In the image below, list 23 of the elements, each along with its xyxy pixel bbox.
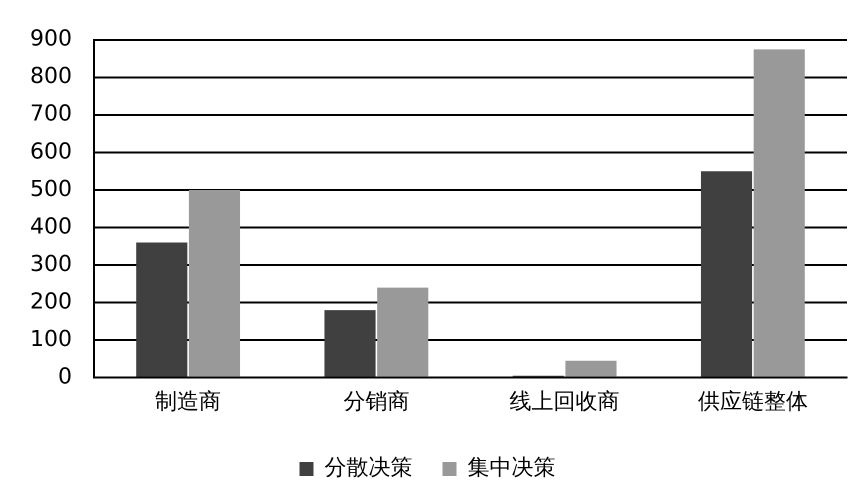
legend-label: 集中决策 (468, 456, 556, 481)
y-tick-label: 200 (30, 289, 72, 314)
bar (136, 242, 188, 377)
x-tick-label: 制造商 (155, 390, 222, 415)
y-tick-label: 600 (30, 139, 72, 164)
y-tick-label: 0 (58, 364, 72, 390)
y-tick-label: 100 (30, 326, 72, 352)
bar (377, 288, 428, 377)
x-tick-label: 线上回收商 (510, 390, 620, 415)
legend-label: 分散决策 (324, 456, 412, 481)
y-tick-label: 400 (30, 214, 72, 240)
y-tick-label: 800 (30, 64, 72, 90)
bar (188, 190, 240, 377)
y-tick-label: 500 (30, 176, 72, 202)
bar (565, 360, 617, 377)
bar (700, 171, 752, 377)
x-tick-label: 供应链整体 (698, 390, 808, 415)
y-tick-label: 900 (30, 26, 72, 52)
y-tick-label: 700 (30, 102, 72, 127)
bar (324, 310, 376, 377)
bar (754, 49, 805, 377)
x-tick-label: 分销商 (343, 390, 410, 415)
y-tick-label: 300 (30, 252, 72, 277)
